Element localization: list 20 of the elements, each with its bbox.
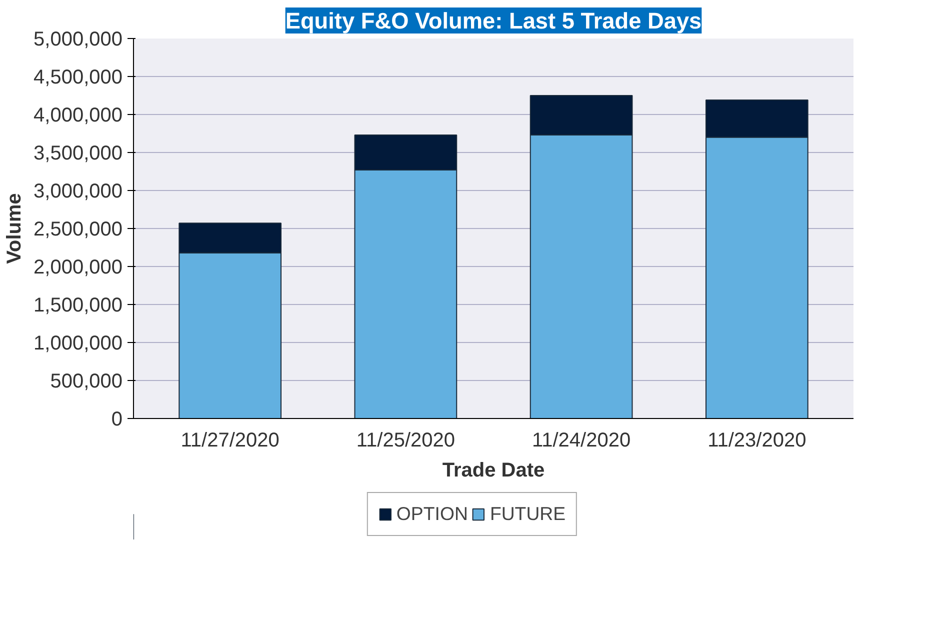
y-tick-label: 4,000,000	[34, 104, 123, 126]
y-tick-label: 5,000,000	[34, 28, 123, 50]
legend-label: FUTURE	[490, 503, 566, 525]
x-tick-label: 11/27/2020	[180, 430, 280, 452]
y-axis-title: Volume	[4, 193, 26, 264]
y-tick-label: 1,500,000	[34, 294, 123, 316]
x-tick-label: 11/24/2020	[532, 430, 631, 452]
y-tick-label: 3,500,000	[34, 142, 123, 164]
y-tick-label: 2,500,000	[34, 218, 123, 240]
chart-title: Equity F&O Volume: Last 5 Trade Days	[285, 8, 702, 34]
y-tick-label: 4,500,000	[34, 66, 123, 88]
legend-label: OPTION	[396, 503, 468, 525]
y-tick-label: 1,000,000	[34, 332, 123, 354]
y-tick-label: 3,000,000	[34, 180, 123, 202]
x-tick-label: 11/23/2020	[708, 430, 806, 452]
y-tick-label: 500,000	[50, 370, 122, 392]
x-tick-label: 11/25/2020	[356, 430, 456, 452]
y-tick-label: 0	[111, 408, 122, 430]
y-tick-label: 2,000,000	[34, 256, 123, 278]
x-axis-title: Trade Date	[442, 460, 545, 482]
